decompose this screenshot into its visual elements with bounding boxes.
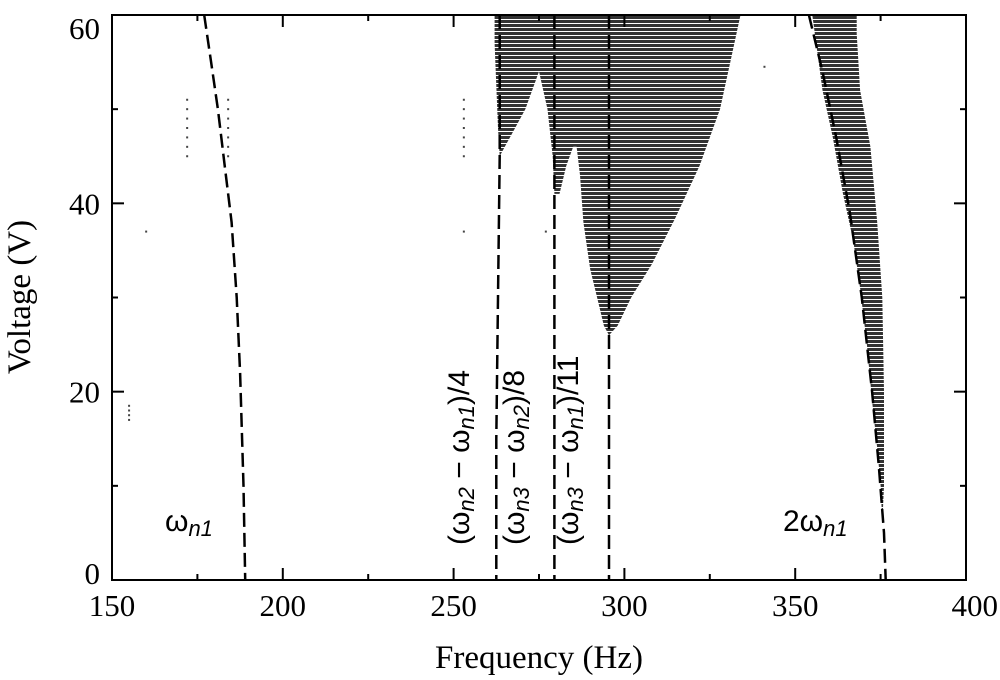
x-tick-label: 250 [430,588,477,623]
data-point [462,108,465,111]
data-point [227,108,230,111]
curve-label-wn3-wn2-over-8: (ωn3 − ωn2)/8 [498,370,534,545]
data-point [544,230,547,233]
curve-5 [807,14,887,581]
data-point [128,414,131,417]
instability-region-2 [812,15,884,524]
data-point [227,98,230,101]
curve-label-wn3-wn1-over-11: (ωn3 − ωn1)/11 [552,356,588,545]
x-tick-label: 300 [601,588,648,623]
data-point [145,230,148,233]
y-axis: 0 20 40 60 [69,11,966,591]
curve-label-2wn1: 2ωn1 [783,505,848,541]
data-point [227,127,230,129]
curve-label-wn1: ωn1 [165,505,213,541]
data-point [186,98,189,101]
data-point [462,145,465,148]
data-point [227,117,230,120]
data-point [186,127,189,129]
x-axis: 150 200 250 300 350 400 [89,15,998,623]
data-point [462,155,465,158]
data-point [227,145,230,148]
y-tick-label: 60 [69,11,100,46]
curve-1 [202,14,247,581]
x-axis-title: Frequency (Hz) [435,640,643,676]
data-point [128,418,131,421]
data-point [128,404,131,407]
data-point [186,117,189,120]
curve-2 [495,15,501,580]
data-point [462,230,465,233]
instability-region-1 [494,15,741,336]
resonance-curves [202,14,887,581]
instability-regions [494,15,884,524]
data-point [763,65,766,68]
data-point [227,155,230,158]
data-point [462,127,465,129]
data-point [186,108,189,111]
data-point [186,145,189,148]
data-point [128,409,131,412]
data-point [462,98,465,101]
y-tick-label: 20 [69,375,100,410]
data-point [462,136,465,139]
y-axis-title: Voltage (V) [2,220,38,374]
y-tick-label: 40 [69,186,100,221]
x-tick-label: 150 [89,588,136,623]
data-point [462,117,465,120]
data-point [186,136,189,139]
x-tick-label: 400 [952,588,999,623]
curve-label-wn2-wn1-over-4: (ωn2 − ωn1)/4 [443,370,479,545]
data-point [186,155,189,158]
stray-points [128,65,766,421]
data-point [227,136,230,139]
x-tick-label: 350 [772,588,819,623]
x-tick-label: 200 [260,588,307,623]
y-tick-label: 0 [85,556,101,591]
